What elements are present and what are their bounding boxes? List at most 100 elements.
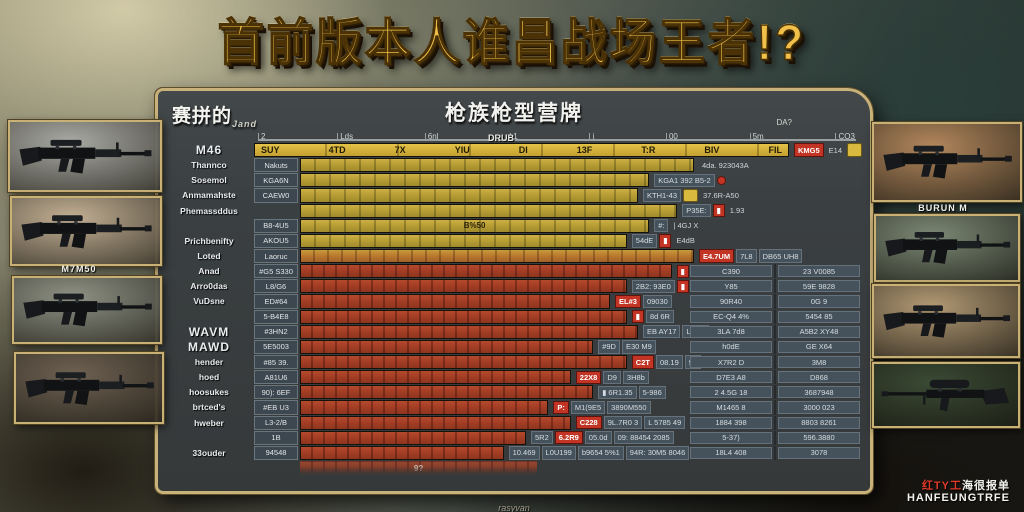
value-cell: b9654 5%1 bbox=[577, 446, 624, 460]
stat-bar: SUY 4TD 7X YIU DI 13F T:R BIV FIL bbox=[254, 143, 789, 158]
value-cell: E4.7UM bbox=[699, 249, 735, 263]
right-value-cell: 0G 9 bbox=[778, 295, 860, 308]
after-cells: EL#3 09030 bbox=[615, 294, 672, 309]
value-cell: 7L8 bbox=[736, 249, 757, 263]
row-name-label: M46 bbox=[195, 143, 223, 158]
value-cell: 09: 88454 2085 bbox=[613, 431, 674, 445]
axis-tick: 00 bbox=[665, 133, 679, 141]
table-row: B8-4U5 B%50 #: | 4GJ X bbox=[166, 218, 862, 233]
rifle-m4-icon bbox=[22, 359, 156, 417]
row-name-label: Anmamahste bbox=[182, 190, 236, 201]
stat-bar bbox=[300, 233, 627, 248]
value-cell: 08.19 bbox=[655, 355, 683, 369]
table-row: Prichbenifty AKOU5 54dE ▮ E4dB bbox=[166, 233, 862, 248]
row-name-label: hoosukes bbox=[189, 387, 229, 398]
row-chip-label: #85 39. bbox=[254, 354, 298, 370]
gun-card-rifle-m4 bbox=[13, 351, 165, 425]
watermark-line2: HANFEUNGTRFE bbox=[906, 492, 1010, 504]
after-cells: KGA1 392 B5-2 bbox=[654, 173, 726, 187]
row-chip-label: L3-2/B bbox=[254, 415, 298, 430]
row-chip-label: #EB U3 bbox=[254, 400, 298, 415]
axis-center-label: DRUB bbox=[488, 133, 514, 143]
right-value-cell: 596.3880 bbox=[778, 431, 860, 444]
value-cell: C228 bbox=[575, 415, 602, 430]
table-row: Anmamahste CAEW0 KTH1-43 37.6R-A50 bbox=[166, 188, 862, 203]
right-value-cell: 3LA 7d8 bbox=[690, 325, 772, 338]
left-header-script: Jand bbox=[232, 118, 258, 129]
value-cell: 37.6R-A50 bbox=[703, 190, 739, 200]
panel-left-header: 赛拼的Jand bbox=[172, 106, 258, 129]
right-columns: 2 4.5G 18 3687948 bbox=[688, 385, 862, 400]
value-cell: KGA1 392 B5-2 bbox=[654, 173, 715, 187]
after-cells: 4da. 923043A bbox=[699, 158, 752, 172]
axis-tick: 5m bbox=[749, 133, 765, 141]
row-name-label: hweber bbox=[194, 417, 224, 428]
value-cell: 2B2: 93E0 bbox=[631, 279, 675, 293]
stat-bar: B%50 bbox=[300, 218, 650, 233]
right-columns: X7R2 D 3M8 bbox=[688, 354, 862, 370]
right-value-cell: EC-Q4 4% bbox=[690, 310, 772, 323]
header-cell: BIV bbox=[704, 145, 720, 156]
gun-card-rifle-folding bbox=[873, 213, 1021, 283]
right-value-cell: 3078 bbox=[778, 446, 860, 459]
right-column: 596.3880 bbox=[774, 430, 862, 445]
right-columns: C390 23 V0085 bbox=[688, 264, 862, 279]
value-cell: 94R: 30M5 8046 bbox=[625, 446, 690, 460]
table-row: Loted Laoruc E4.7UM 7L8 DB65 UH8 bbox=[166, 248, 862, 264]
header-cell: 7X bbox=[394, 145, 406, 156]
value-cell: | 4GJ X bbox=[673, 221, 699, 231]
row-name-label: Thannco bbox=[191, 160, 227, 171]
axis-ticks: 2 Lds 6nl 1 i 00 5m CO3 bbox=[258, 127, 856, 141]
right-columns: 18L4 408 3078 bbox=[688, 445, 862, 460]
value-cell: L0U199 bbox=[541, 446, 576, 460]
right-value-cell: D868 bbox=[778, 371, 860, 384]
right-value-cell: 3687948 bbox=[778, 386, 860, 399]
right-columns: h0dE GE X64 bbox=[688, 339, 862, 354]
right-column: h0dE bbox=[688, 340, 774, 354]
after-cells: 54dE ▮ E4dB bbox=[631, 234, 698, 248]
value-cell bbox=[716, 175, 726, 185]
value-cell: 1.93 bbox=[729, 206, 745, 216]
right-column: 3687948 bbox=[774, 385, 862, 400]
right-columns: D7E3 A8 D868 bbox=[688, 370, 862, 385]
right-columns: Y85 59E 9828 bbox=[688, 279, 862, 294]
header-cell: DI bbox=[518, 145, 528, 156]
value-cell: #9D bbox=[598, 340, 620, 354]
row-name-label bbox=[166, 219, 252, 233]
value-cell: E30 M9 bbox=[621, 340, 656, 354]
after-cells: 5R2 6.2R9 05.0d 09: 88454 2085 bbox=[531, 431, 674, 445]
row-name-label bbox=[166, 431, 252, 445]
left-gun-label: M7M50 bbox=[61, 264, 97, 274]
row-name-label: Sosemol bbox=[191, 175, 227, 186]
axis-tick: 2 bbox=[258, 133, 266, 141]
value-cell: 6.2R9 bbox=[554, 431, 583, 445]
row-name-label: MAWD bbox=[188, 339, 230, 354]
right-columns: M1465 8 3000 023 bbox=[688, 400, 862, 415]
table-row: Thannco Nakuts 4da. 923043A bbox=[166, 158, 862, 173]
right-value-cell: h0dE bbox=[690, 340, 772, 353]
header-cell: 13F bbox=[576, 145, 593, 156]
right-column: 5454 85 bbox=[774, 309, 862, 324]
row-name-label: Phemassddus bbox=[180, 205, 238, 216]
stats-panel: 赛拼的Jand 枪族枪型营牌 2 Lds 6nl 1 i 00 5m CO3 DRUB DA?… bbox=[154, 87, 874, 512]
row-chip-label: KGA6N bbox=[254, 173, 298, 188]
stat-bar bbox=[300, 173, 650, 188]
after-cells: 2B2: 93E0 ▮ bbox=[631, 279, 689, 293]
value-cell: 9L.7R0 3 bbox=[603, 415, 643, 430]
row-name-label: WAVM bbox=[188, 324, 230, 339]
rifle-carbine-icon bbox=[18, 203, 154, 260]
axis-right-label: DA? bbox=[776, 118, 792, 127]
right-value-cell: 2 4.5G 18 bbox=[690, 386, 772, 399]
right-value-cell: 1884 398 bbox=[690, 416, 772, 429]
stat-bar bbox=[300, 279, 627, 294]
right-column: Y85 bbox=[688, 279, 774, 293]
watermark: 红TY工海很报单 HANFEUNGTRFE bbox=[907, 480, 1010, 504]
right-columns: 5-37) 596.3880 bbox=[688, 430, 862, 445]
row-chip-label: A81U6 bbox=[254, 370, 298, 385]
value-cell: DB65 UH8 bbox=[758, 249, 803, 263]
axis-tick: 6nl bbox=[424, 133, 440, 141]
right-value-cell: M1465 8 bbox=[690, 401, 772, 414]
header-cell: SUY bbox=[261, 145, 280, 156]
